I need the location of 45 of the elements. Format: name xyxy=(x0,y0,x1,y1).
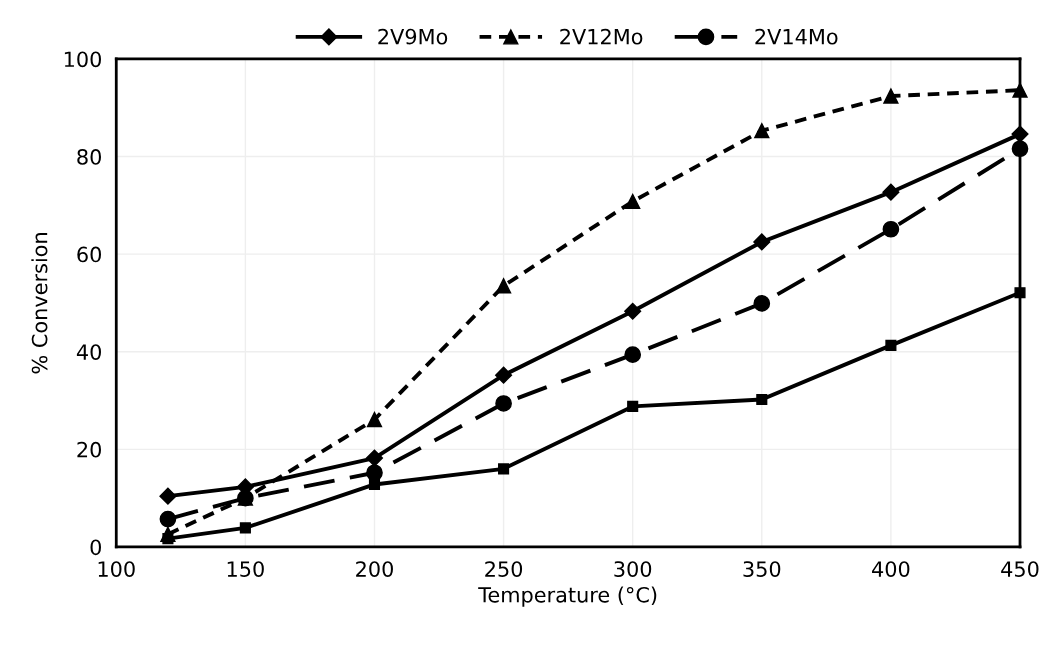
point xyxy=(495,395,512,412)
y-tick-label: 80 xyxy=(77,149,101,165)
point xyxy=(627,400,639,412)
point xyxy=(882,183,900,201)
point xyxy=(159,510,177,528)
point xyxy=(239,522,251,534)
legend-label: 2V12Mo xyxy=(560,28,643,45)
point xyxy=(366,411,383,428)
point xyxy=(753,233,771,251)
point xyxy=(498,463,510,475)
x-axis-title: Temperature (°C) xyxy=(478,586,657,607)
point xyxy=(885,339,897,351)
point xyxy=(1011,125,1029,143)
x-tick-label: 450 xyxy=(1001,561,1039,577)
y-tick-label: 40 xyxy=(76,344,101,360)
point xyxy=(1011,140,1029,158)
y-axis-title: % Conversion xyxy=(31,233,48,374)
y-tick-label: 100 xyxy=(64,51,101,68)
y-tick-label: 0 xyxy=(90,539,101,556)
point xyxy=(624,346,642,363)
x-tick-label: 100 xyxy=(98,561,135,577)
point xyxy=(159,487,177,505)
point xyxy=(1012,82,1028,98)
x-tick-label: 200 xyxy=(356,561,393,577)
x-tick-label: 150 xyxy=(227,561,264,577)
point xyxy=(495,278,512,294)
x-tick-label: 300 xyxy=(614,561,652,577)
point xyxy=(495,366,513,384)
legend-label: 2V9Mo xyxy=(378,28,448,45)
point xyxy=(625,193,641,210)
point xyxy=(753,295,771,312)
point xyxy=(1014,287,1026,299)
x-tick-label: 250 xyxy=(485,561,523,577)
point xyxy=(883,88,899,104)
point xyxy=(624,302,642,320)
y-tick-label: 60 xyxy=(77,246,101,263)
x-tick-label: 400 xyxy=(872,561,910,577)
point xyxy=(365,449,384,467)
point xyxy=(756,394,768,406)
y-tick-label: 20 xyxy=(77,441,101,458)
x-tick-label: 350 xyxy=(743,561,781,577)
point xyxy=(882,220,900,238)
legend-label: 2V14Mo xyxy=(755,28,838,45)
point xyxy=(754,123,770,139)
point xyxy=(368,478,381,491)
